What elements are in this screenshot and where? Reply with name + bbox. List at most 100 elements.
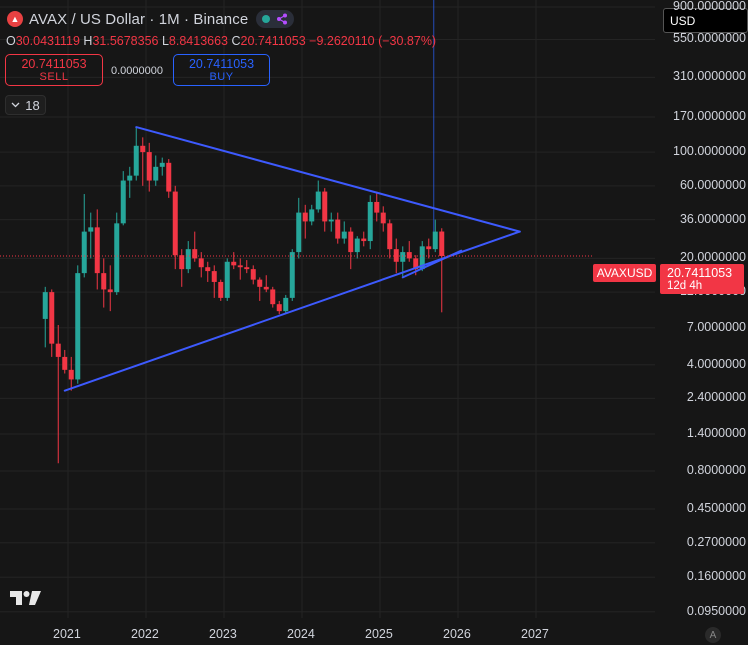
time-tick-label: 2026 — [443, 627, 471, 641]
open-value: 30.0431119 — [15, 34, 80, 48]
candle-body-down — [426, 246, 432, 250]
bar-countdown: 12d 4h — [667, 280, 703, 292]
last-price-tag: 20.7411053 12d 4h — [660, 264, 744, 294]
auto-scale-button[interactable]: A — [705, 627, 721, 643]
candle-body-up — [120, 180, 126, 224]
candle-body-up — [133, 145, 139, 176]
candle-body-down — [211, 271, 217, 282]
candle-body-down — [244, 267, 250, 270]
candle-body-up — [153, 166, 159, 181]
close-value: 20.7411053 — [240, 34, 306, 48]
candle-body-up — [75, 273, 81, 380]
candle-body-down — [107, 289, 113, 293]
share-icon — [277, 13, 288, 25]
candle-body-down — [205, 267, 211, 272]
candle-body-up — [328, 219, 334, 222]
candle-body-down — [198, 258, 204, 268]
price-tick-label: 0.2700000 — [686, 534, 746, 549]
candle-body-up — [159, 162, 165, 167]
avax-logo-icon: ▲ — [7, 11, 23, 27]
price-tick-label: 550.0000000 — [673, 31, 746, 46]
indicators-toggle-button[interactable]: 18 — [5, 95, 46, 115]
trendline-inner — [401, 249, 463, 279]
price-tick-label: 0.8000000 — [686, 462, 746, 477]
candle-body-up — [185, 249, 191, 270]
buy-button[interactable]: 20.7411053 BUY — [173, 54, 270, 86]
candle-body-up — [88, 227, 94, 232]
price-tick-label: 170.0000000 — [673, 109, 746, 124]
candle-body-up — [432, 231, 438, 250]
candle-body-down — [179, 255, 185, 270]
candle-body-down — [68, 369, 74, 380]
time-tick-label: 2023 — [209, 627, 237, 641]
candle-body-down — [335, 219, 341, 239]
candle-body-up — [419, 246, 425, 270]
candle-body-down — [322, 191, 328, 222]
buy-label: BUY — [209, 70, 234, 83]
candle-body-up — [309, 209, 315, 222]
high-value: 31.5678356 — [92, 34, 159, 48]
sell-button[interactable]: 20.7411053 SELL — [5, 54, 103, 86]
candle-body-down — [406, 252, 412, 259]
candle-body-down — [146, 152, 152, 181]
candle-body-down — [49, 292, 55, 344]
candle-body-down — [380, 212, 386, 224]
trendline-drawings — [63, 126, 521, 392]
price-tick-label: 2.4000000 — [686, 390, 746, 405]
symbol-price-tag: AVAXUSD — [593, 264, 656, 282]
candle-body-down — [218, 281, 224, 298]
candle-body-down — [55, 343, 61, 357]
market-open-dot-icon — [262, 15, 271, 23]
low-label: L — [161, 34, 169, 48]
last-price-value: 20.7411053 — [667, 266, 733, 280]
candle-body-down — [231, 261, 237, 266]
candle-body-down — [348, 231, 354, 253]
buy-price: 20.7411053 — [188, 56, 255, 71]
candle-body-down — [237, 265, 243, 268]
price-tick-label: 20.0000000 — [679, 250, 746, 265]
candle-body-up — [400, 252, 406, 262]
price-tick-label: 310.0000000 — [673, 69, 746, 84]
candle-body-up — [127, 175, 133, 181]
chevron-down-icon — [11, 102, 20, 108]
price-tick-label: 1.4000000 — [686, 426, 746, 441]
indicators-count: 18 — [25, 97, 40, 113]
time-tick-label: 2021 — [53, 627, 81, 641]
candle-body-down — [413, 258, 419, 270]
candle-body-down — [361, 238, 367, 242]
price-tick-label: 60.0000000 — [679, 177, 746, 192]
chart-grid — [0, 0, 655, 618]
price-tick-label: 0.0950000 — [686, 603, 746, 618]
candle-body-down — [166, 162, 172, 192]
symbol-title[interactable]: AVAX / US Dollar · 1M · Binance — [29, 10, 249, 28]
low-value: 8.8413663 — [168, 34, 229, 48]
price-tick-label: 4.0000000 — [686, 356, 746, 371]
time-tick-label: 2027 — [521, 627, 549, 641]
price-tick-label: 36.0000000 — [679, 211, 746, 226]
candle-body-down — [276, 304, 282, 312]
currency-select[interactable] — [663, 8, 748, 33]
price-tick-label: 0.4500000 — [686, 501, 746, 515]
close-label: C — [231, 34, 241, 48]
candle-body-up — [354, 238, 360, 253]
sell-label: SELL — [39, 70, 69, 83]
candlestick-series — [42, 127, 445, 464]
price-tick-label: 900.0000000 — [673, 0, 746, 13]
price-tick-label: 100.0000000 — [673, 144, 746, 159]
price-tick-label: 0.1600000 — [686, 569, 746, 584]
candle-body-down — [374, 201, 380, 213]
candle-body-down — [257, 279, 263, 287]
candle-body-down — [250, 269, 256, 280]
candle-body-down — [140, 145, 146, 153]
candle-body-up — [114, 223, 120, 293]
candle-body-up — [224, 261, 230, 298]
tradingview-logo-icon[interactable] — [10, 591, 41, 605]
time-tick-label: 2025 — [365, 627, 393, 641]
market-status-pill[interactable] — [256, 10, 295, 28]
time-tick-label: 2024 — [287, 627, 315, 641]
spread-value: 0.0000000 — [111, 65, 163, 77]
time-tick-label: 2022 — [131, 627, 159, 641]
candle-body-down — [302, 212, 308, 222]
candle-body-down — [192, 249, 198, 259]
